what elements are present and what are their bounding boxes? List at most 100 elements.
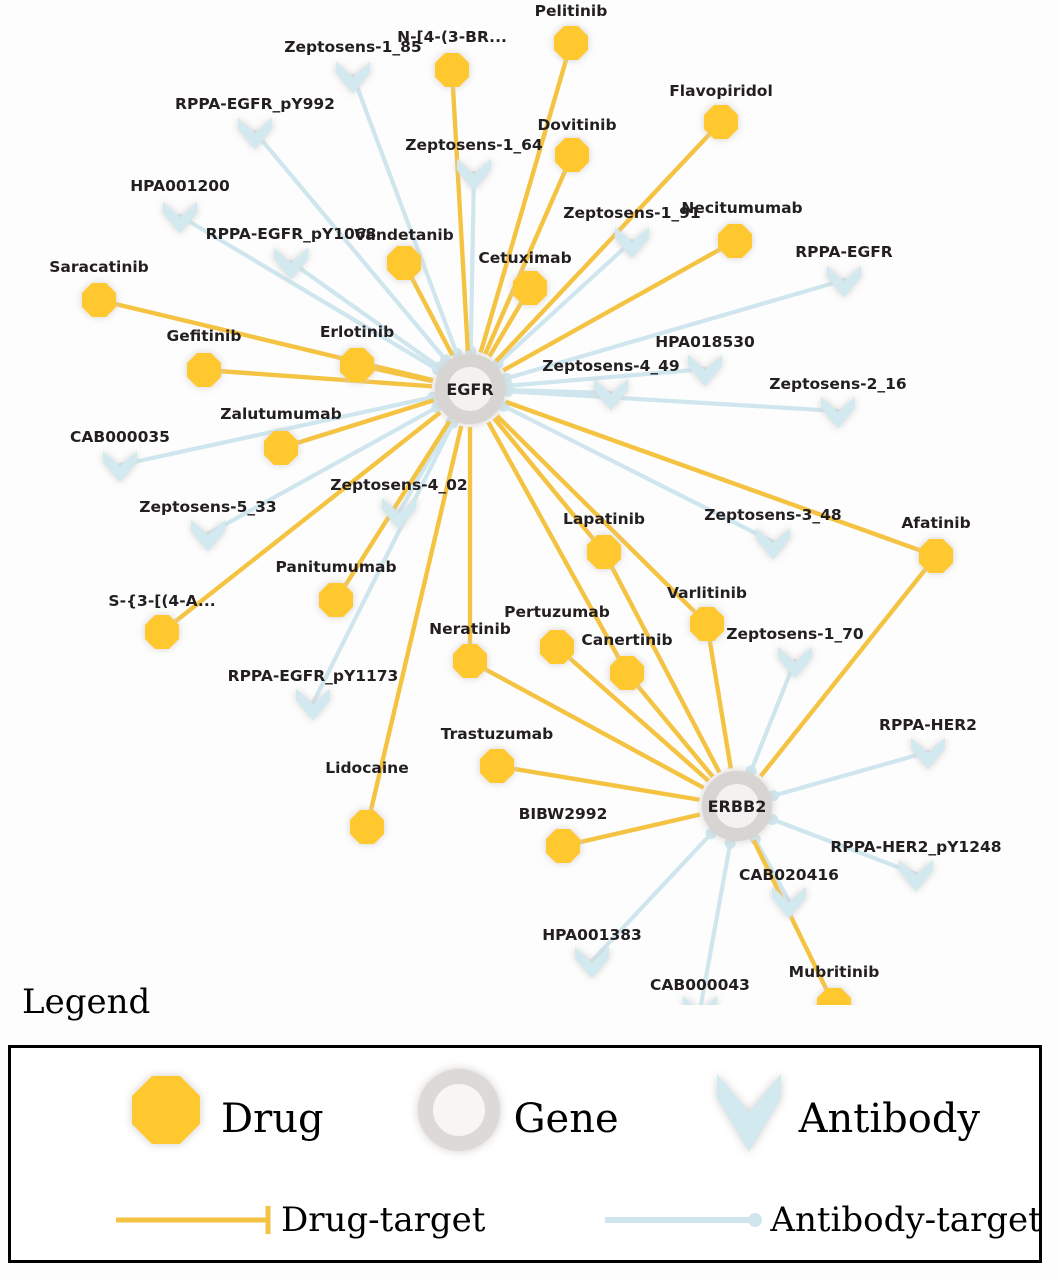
antibody-node[interactable] (163, 201, 197, 234)
drug-node[interactable] (145, 615, 179, 649)
gene-node-erbb2[interactable] (702, 771, 772, 841)
drug-target-edge (468, 659, 705, 790)
drug-label: BIBW2992 (519, 805, 608, 823)
antibody-label: RPPA-EGFR (795, 243, 893, 261)
antibody-label: RPPA-EGFR_pY1068 (206, 225, 377, 243)
drug-node[interactable] (480, 749, 514, 783)
antibody-node[interactable] (575, 946, 609, 979)
legend-title: Legend (22, 982, 151, 1022)
drug-node[interactable] (554, 26, 588, 60)
drug-target-edge (495, 414, 709, 626)
drug-node[interactable] (340, 348, 374, 382)
antibody-node[interactable] (756, 527, 790, 560)
antibody-node[interactable] (336, 61, 370, 94)
drug-node[interactable] (513, 271, 547, 305)
antibody-label: Zeptosens-1_70 (726, 625, 864, 643)
antibody-target-edge (177, 213, 440, 372)
drug-label: Saracatinib (49, 258, 149, 276)
drug-node[interactable] (264, 431, 298, 465)
antibody-node[interactable] (778, 646, 812, 679)
antibody-node[interactable] (683, 995, 717, 1005)
drug-label: Vandetanib (354, 226, 454, 244)
drug-node[interactable] (540, 630, 574, 664)
antibody-node[interactable] (274, 247, 308, 280)
chevron-down-icon (756, 527, 790, 560)
antibody-node[interactable] (191, 519, 225, 552)
antibody-target-edge (753, 837, 792, 904)
octagon-icon (587, 535, 621, 569)
drug-node[interactable] (453, 644, 487, 678)
legend-item-drug: Drug (111, 1060, 324, 1178)
drug-target-edge (203, 367, 433, 389)
drug-node[interactable] (587, 535, 621, 569)
drug-node[interactable] (610, 656, 644, 690)
chevron-down-icon (163, 201, 197, 234)
drug-node[interactable] (350, 810, 384, 844)
drug-label: N-[4-(3-BR... (397, 28, 507, 46)
antibody-target-edge (505, 366, 708, 388)
octagon-icon (435, 53, 469, 87)
antibody-node[interactable] (772, 886, 806, 919)
drug-label: Cetuximab (478, 249, 571, 267)
drug-node[interactable] (919, 539, 953, 573)
legend-label-drug-target: Drug-target (281, 1200, 486, 1240)
antibody-target-edge-icon (605, 1213, 763, 1227)
chevron-down-icon (103, 450, 137, 483)
octagon-icon (264, 431, 298, 465)
drug-node[interactable] (817, 988, 851, 1005)
legend-item-gene: Gene (404, 1060, 619, 1178)
network-canvas[interactable]: Zeptosens-1_85 RPPA-EGFR_pY992 HPA001200 Ze… (0, 0, 1059, 1005)
drug-target-edge (160, 410, 442, 634)
drug-node[interactable] (690, 607, 724, 641)
drug-label: Pelitinib (535, 2, 608, 20)
antibody-label: RPPA-EGFR_pY1173 (228, 667, 399, 685)
antibody-node[interactable] (827, 265, 861, 298)
drug-node[interactable] (546, 829, 580, 863)
octagon-icon (132, 1075, 200, 1144)
legend-box: Drug Gene Antibody (8, 1045, 1042, 1263)
chevron-down-icon (615, 226, 649, 259)
antibody-node[interactable] (821, 396, 855, 429)
drug-node[interactable] (435, 53, 469, 87)
drug-label: Lidocaine (325, 759, 408, 777)
drug-node[interactable] (319, 583, 353, 617)
octagon-icon (350, 810, 384, 844)
antibody-label: RPPA-HER2 (879, 716, 977, 734)
drug-label: Canertinib (581, 631, 672, 649)
antibody-label: RPPA-EGFR_pY992 (175, 95, 335, 113)
drug-node[interactable] (82, 283, 116, 317)
antibody-target-edge (252, 129, 448, 362)
drug-target-edge (478, 42, 574, 354)
chevron-down-icon (296, 688, 330, 721)
drug-node[interactable] (718, 224, 752, 258)
drug-node[interactable] (387, 246, 421, 280)
drug-node[interactable] (704, 105, 738, 139)
drug-label: Erlotinib (320, 323, 394, 341)
ring-center (715, 784, 759, 828)
antibody-target-edge (770, 817, 919, 877)
antibody-target-edge (205, 405, 439, 537)
antibody-node[interactable] (615, 226, 649, 259)
antibody-node[interactable] (688, 354, 722, 387)
antibody-node[interactable] (296, 688, 330, 721)
drug-target-edge (364, 425, 464, 828)
antibody-node[interactable] (103, 450, 137, 483)
drug-node[interactable] (555, 138, 589, 172)
drug-target-edge (704, 623, 733, 769)
antibody-node[interactable] (382, 497, 416, 530)
drug-label: Gefitinib (167, 327, 242, 345)
drug-node[interactable] (187, 353, 221, 387)
antibody-edge-endpoint (502, 385, 514, 397)
drug-target-edge (280, 398, 435, 451)
antibody-node[interactable] (238, 117, 272, 150)
antibody-node[interactable] (899, 859, 933, 892)
octagon-icon (690, 607, 724, 641)
antibody-node[interactable] (594, 378, 628, 411)
chevron-down-icon (238, 117, 272, 150)
legend: Legend Drug Gene (0, 985, 1059, 1280)
antibody-node[interactable] (457, 158, 491, 191)
ring-icon (417, 1068, 500, 1151)
gene-node-egfr[interactable] (435, 354, 505, 424)
antibody-node[interactable] (911, 737, 945, 770)
